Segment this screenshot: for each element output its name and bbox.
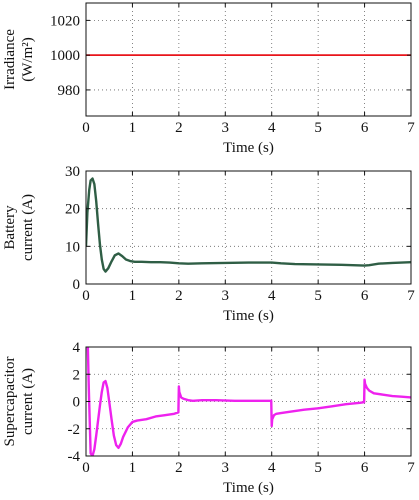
series-line-1 (86, 347, 411, 456)
y-axis-label-line: current (A) (20, 368, 36, 435)
y-tick-label: 0 (73, 277, 81, 293)
x-tick-label: 0 (82, 120, 90, 136)
series-line-1 (86, 177, 411, 273)
y-axis-label-line: current (A) (20, 194, 36, 261)
x-tick-label: 3 (222, 120, 230, 136)
x-tick-label: 2 (175, 460, 183, 476)
x-tick-label: 4 (268, 460, 276, 476)
y-tick-label: -4 (68, 449, 81, 465)
x-axis-label: Time (s) (223, 140, 274, 156)
x-tick-label: 5 (314, 120, 322, 136)
x-tick-label: 6 (361, 120, 369, 136)
x-tick-label: 7 (407, 288, 415, 304)
x-tick-label: 6 (361, 460, 369, 476)
y-tick-label: -2 (68, 422, 81, 438)
y-axis-label: Supercapacitor current (A) (2, 357, 36, 447)
plot-frame (85, 170, 412, 285)
x-axis-label: Time (s) (223, 308, 274, 324)
x-tick-label: 1 (129, 120, 137, 136)
y-tick-label: 980 (58, 83, 81, 99)
y-tick-label: 1020 (50, 13, 80, 29)
x-tick-label: 5 (314, 460, 322, 476)
x-tick-label: 1 (129, 460, 137, 476)
x-tick-label: 7 (407, 460, 415, 476)
chart-panel-1: 0 1 2 3 4 5 6 7 980 1000 1020 Time (s) Irradiance (W/… (2, 2, 415, 156)
y-axis-label-line: (W/m²) (20, 37, 36, 81)
x-tick-label: 2 (175, 120, 183, 136)
y-tick-label: 4 (73, 340, 81, 356)
x-tick-label: 1 (129, 288, 137, 304)
x-tick-label: 7 (407, 120, 415, 136)
y-tick-label: 2 (73, 367, 81, 383)
y-tick-label: 20 (65, 202, 80, 218)
x-tick-label: 6 (361, 288, 369, 304)
x-axis-label: Time (s) (223, 480, 274, 496)
y-axis-label: Battery current (A) (2, 194, 36, 261)
y-axis-label-line: Irradiance (2, 29, 18, 90)
y-tick-label: 0 (73, 395, 81, 411)
plot-frame (85, 2, 412, 117)
x-tick-label: 4 (268, 120, 276, 136)
y-axis-label: Irradiance (W/m²) (2, 29, 36, 90)
chart-panel-3: 0 1 2 3 4 5 6 7 -4 -2 0 2 4 Time (s) Supercapacitor cur… (2, 340, 415, 496)
y-axis-label-line: Supercapacitor (2, 357, 18, 447)
x-tick-label: 2 (175, 288, 183, 304)
x-tick-label: 4 (268, 288, 276, 304)
chart-panel-2: 0 1 2 3 4 5 6 7 0 10 20 30 Time (s) Battery current (A… (2, 164, 415, 324)
x-tick-label: 5 (314, 288, 322, 304)
x-tick-label: 0 (82, 288, 90, 304)
y-tick-label: 10 (65, 239, 80, 255)
y-axis-label-line: Battery (2, 205, 18, 250)
y-tick-label: 1000 (50, 48, 80, 64)
x-tick-label: 3 (222, 460, 230, 476)
y-tick-label: 30 (65, 164, 80, 180)
x-tick-label: 3 (222, 288, 230, 304)
x-tick-label: 0 (82, 460, 90, 476)
